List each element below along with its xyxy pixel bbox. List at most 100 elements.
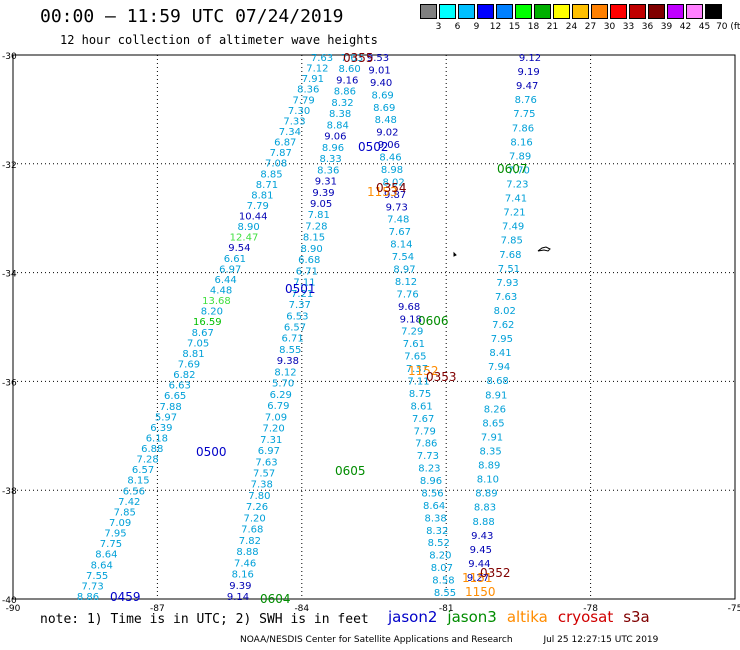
lat-label: -40 (2, 596, 17, 606)
track-value: 6.44 (215, 275, 237, 286)
track-value: 7.91 (302, 74, 324, 85)
track-value: 7.05 (187, 338, 209, 349)
track-value: 4.48 (210, 286, 232, 297)
legend-swatch (667, 4, 684, 19)
pass-time-label: 0501 (285, 282, 316, 296)
island-shape (537, 246, 551, 252)
track-value: 7.61 (403, 339, 425, 350)
track-value: 7.95 (491, 334, 513, 345)
pass-time-label: 0604 (260, 592, 291, 606)
track-value: 6.18 (146, 433, 168, 444)
footer-timestamp: Jul 25 12:27:15 UTC 2019 (543, 635, 659, 645)
track-value: 7.11 (293, 278, 315, 289)
track-value: 13.68 (202, 296, 231, 307)
legend-label: 6 (454, 22, 461, 32)
satellite-jason2: jason2 (388, 608, 438, 626)
track-value: 8.88 (472, 517, 494, 528)
track-value: 9.40 (370, 78, 392, 89)
track-value: 7.09 (109, 518, 131, 529)
pass-time-label: 0354 (376, 181, 407, 195)
track-value: 8.58 (432, 576, 454, 587)
legend-label: 45 (698, 22, 711, 32)
track-value: 7.11 (407, 376, 429, 387)
track-value: 6.29 (270, 390, 292, 401)
track-value: 7.73 (417, 451, 439, 462)
track-value: 7.42 (118, 497, 140, 508)
track-value: 8.81 (182, 349, 204, 360)
track-value: 8.41 (489, 348, 511, 359)
track-value: 7.69 (178, 359, 200, 370)
track-value: 7.63 (255, 457, 277, 468)
pass-time-label: 0605 (335, 464, 366, 478)
track-value: 7.28 (305, 221, 327, 232)
track-value: 8.23 (418, 464, 440, 475)
track-value: 8.68 (487, 376, 509, 387)
track-value: 7.87 (270, 148, 292, 159)
track-value: 7.79 (247, 201, 269, 212)
pass-time-label: 0355 (343, 51, 374, 65)
track-value: 7.94 (488, 362, 510, 373)
track-value: 8.16 (510, 137, 532, 148)
track-value: 7.54 (392, 252, 414, 263)
legend-swatch (496, 4, 513, 19)
track-value: 7.86 (415, 439, 437, 450)
track-value: 7.37 (289, 300, 311, 311)
map-subtitle: 12 hour collection of altimeter wave hei… (60, 33, 378, 47)
track-value: 8.46 (379, 153, 401, 164)
track-value: 7.37 (406, 364, 428, 375)
legend-swatch (458, 4, 475, 19)
track-value: 7.51 (498, 264, 520, 275)
track-value: 8.89 (478, 461, 500, 472)
track-value: 9.68 (398, 302, 420, 313)
track-value: 8.26 (484, 404, 506, 415)
track-value: 8.67 (192, 328, 214, 339)
track-value: 9.06 (378, 140, 400, 151)
track-value: 9.38 (277, 356, 299, 367)
pass-time-label: 0502 (358, 140, 389, 154)
lon-label: -84 (294, 604, 309, 614)
track-value: 7.68 (499, 250, 521, 261)
lon-label: -87 (150, 604, 165, 614)
track-value: 7.21 (503, 208, 525, 219)
track-value: 7.23 (506, 179, 528, 190)
legend-swatch (439, 4, 456, 19)
track-value: 8.32 (331, 98, 353, 109)
legend-swatch (686, 4, 703, 19)
track-value: 8.97 (393, 265, 415, 276)
track-value: 9.39 (312, 188, 334, 199)
track-value: 9.01 (368, 65, 390, 76)
lon-label: -78 (583, 604, 598, 614)
legend-label: 3 (435, 22, 442, 32)
track-value: 7.57 (253, 468, 275, 479)
track-value: 7.75 (100, 539, 122, 550)
track-value: 9.02 (376, 128, 398, 139)
map-frame (12, 54, 736, 600)
track-value: 8.83 (474, 503, 496, 514)
track-value: 8.15 (303, 233, 325, 244)
track-value: 6.82 (173, 370, 195, 381)
satellite-jason3: jason3 (447, 608, 497, 626)
axis-labels: -90 -87 -84 -81 -78 -75 -30 -32 -34 -36 -38 -40 (2, 52, 740, 614)
track-value: 7.20 (262, 424, 284, 435)
track-value: 7.85 (501, 236, 523, 247)
pass-time-labels: 0459 0500 0501 0502 0604 0605 0606 0607 11501151… (110, 51, 528, 606)
footer: NOAA/NESDIS Center for Satellite Applica… (240, 635, 686, 645)
track-value: 7.21 (291, 289, 313, 300)
track-value: 7.41 (505, 194, 527, 205)
track-value: 7.12 (306, 64, 328, 75)
track-value: 7.73 (81, 581, 103, 592)
pass-time-label: 1150 (465, 585, 496, 599)
track-value: 8.69 (372, 90, 394, 101)
lat-label: -36 (2, 378, 17, 388)
track-value: 7.70 (508, 165, 530, 176)
track-value: 9.73 (386, 202, 408, 213)
track-value: 9.31 (315, 177, 337, 188)
track-value: 7.79 (293, 95, 315, 106)
track-value: 9.18 (400, 314, 422, 325)
track-value: 7.68 (241, 525, 263, 536)
satellite-altika: altika (506, 608, 548, 626)
pass-time-label: 1151 (462, 571, 493, 585)
legend-label: 9 (473, 22, 480, 32)
track-value: 6.57 (284, 323, 306, 334)
track-value: 8.96 (420, 476, 442, 487)
